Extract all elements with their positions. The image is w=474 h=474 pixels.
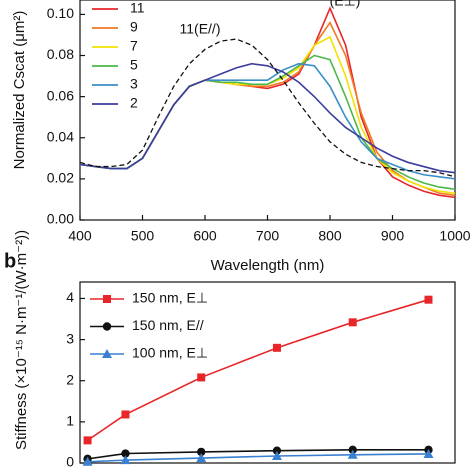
y-tick-label: 4 bbox=[66, 289, 74, 305]
x-tick-label: 700 bbox=[256, 228, 280, 244]
marker bbox=[103, 295, 111, 303]
marker bbox=[120, 455, 131, 465]
marker bbox=[197, 373, 206, 382]
x-tick-label: 1000 bbox=[439, 228, 470, 244]
x-axis-label: Wavelength (nm) bbox=[211, 257, 325, 274]
marker bbox=[83, 436, 92, 445]
x-tick-label: 600 bbox=[193, 228, 217, 244]
marker bbox=[121, 410, 130, 419]
y-axis-label: Normalized Cscat (μm²) bbox=[11, 11, 28, 170]
legend-label: 2 bbox=[130, 95, 138, 111]
y-tick-label: 0.02 bbox=[47, 170, 74, 186]
legend-label: 100 nm, E⊥ bbox=[132, 345, 208, 361]
marker bbox=[272, 343, 281, 352]
marker bbox=[197, 447, 206, 457]
panel-label: b bbox=[4, 250, 16, 272]
marker bbox=[272, 446, 282, 455]
marker bbox=[347, 449, 358, 459]
legend-label: 9 bbox=[130, 19, 138, 35]
plot-frame bbox=[79, 281, 456, 464]
series-line bbox=[87, 298, 429, 442]
y-tick-label: 2 bbox=[66, 371, 74, 387]
marker bbox=[423, 448, 434, 458]
marker bbox=[348, 318, 357, 327]
y-tick-label: 0.04 bbox=[47, 128, 74, 144]
marker bbox=[424, 295, 433, 304]
series-line bbox=[79, 38, 456, 178]
series-line bbox=[87, 449, 429, 460]
marker bbox=[121, 449, 130, 458]
x-tick-label: 900 bbox=[381, 228, 405, 244]
legend-label: 150 nm, E// bbox=[132, 317, 204, 333]
legend-label: 7 bbox=[130, 38, 138, 54]
y-tick-label: 0.10 bbox=[47, 5, 74, 21]
legend-label: 5 bbox=[130, 57, 138, 73]
y-tick-label: 0.08 bbox=[47, 46, 74, 62]
y-tick-label: 0.00 bbox=[47, 211, 74, 227]
series-line bbox=[79, 62, 456, 174]
annotation: 11(E//) bbox=[180, 21, 221, 37]
y-tick-label: 1 bbox=[66, 413, 74, 429]
x-tick-label: 400 bbox=[68, 228, 92, 244]
y-tick-label: 0.06 bbox=[47, 87, 74, 103]
legend-label: 150 nm, E⊥ bbox=[132, 290, 208, 306]
annotation: (E⊥) bbox=[330, 0, 361, 9]
marker bbox=[102, 349, 112, 358]
legend-label: 3 bbox=[130, 76, 138, 92]
y-tick-label: 3 bbox=[66, 330, 74, 346]
legend-label: 11 bbox=[130, 0, 145, 16]
y-axis-label: Stiffness (×10⁻¹⁵ N·m⁻¹/(W·m⁻²)) bbox=[13, 230, 30, 450]
y-tick-label: 0 bbox=[66, 454, 74, 470]
x-tick-label: 800 bbox=[318, 228, 342, 244]
series-line bbox=[87, 453, 429, 463]
marker bbox=[196, 453, 207, 463]
x-tick-label: 500 bbox=[131, 228, 155, 244]
marker bbox=[102, 322, 112, 331]
marker bbox=[271, 451, 282, 461]
marker bbox=[82, 456, 93, 466]
